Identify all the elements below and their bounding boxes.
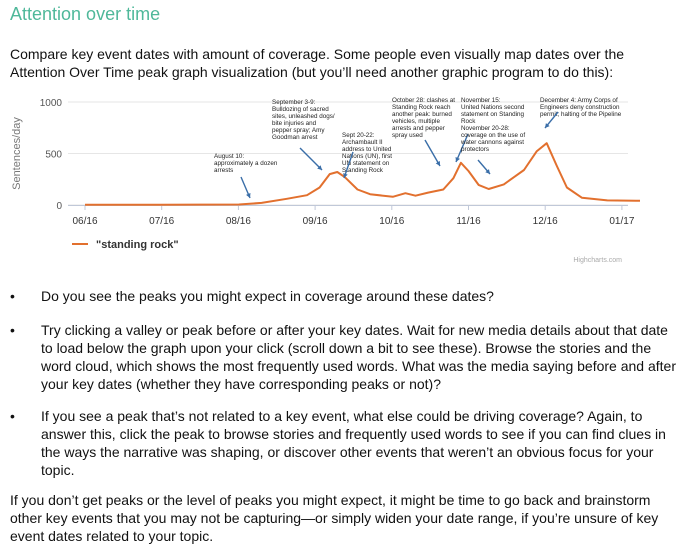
legend: "standing rock" (72, 239, 179, 251)
annotation-line: Engineers deny construction (540, 104, 620, 111)
annotation-line: Archambault II (342, 139, 383, 146)
annotation: November 15:United Nations secondstateme… (455, 97, 525, 163)
annotation-line: water cannons against (460, 139, 524, 146)
x-tick-label: 11/16 (456, 216, 481, 227)
annotation-arrowhead (545, 123, 550, 128)
annotation-line: Bulldozing of sacred (272, 106, 329, 113)
annotation-line: December 4: Army Corps of (540, 97, 618, 104)
annotation-line: October 28: clashes at (392, 97, 455, 104)
x-tick-label: 07/16 (149, 216, 174, 227)
annotation-arrowhead (485, 169, 490, 174)
bullet-text: Do you see the peaks you might expect in… (41, 288, 494, 304)
annotation-line: another peak: burned (392, 111, 452, 118)
annotation-line: Nations (UN), first (342, 153, 392, 160)
annotation: September 3-9:Bulldozing of sacredsites,… (272, 99, 335, 171)
legend-label: "standing rock" (96, 239, 179, 251)
annotation-line: arrests (214, 167, 233, 174)
annotation-line: arrests and pepper (392, 125, 445, 132)
annotation-line: pepper spray; Amy (272, 127, 325, 134)
annotation-arrowhead (343, 173, 348, 178)
chart-credit: Highcharts.com (573, 257, 622, 264)
bullet-dot: • (10, 322, 15, 338)
annotation-arrowhead (246, 193, 251, 198)
x-tick-label: 10/16 (379, 216, 404, 227)
annotation-arrow (424, 139, 441, 167)
annotation-line: protectors (461, 146, 489, 153)
page-heading: Attention over time (10, 4, 161, 24)
annotation-line: Sept 20-22: (342, 132, 375, 139)
annotation-arrow (455, 133, 469, 163)
annotation-arrowhead (317, 165, 322, 170)
annotation-line: sites, unleashed dogs/ (272, 113, 335, 120)
annotation-line: Goodman arrest (272, 134, 318, 141)
annotation-line: bite injuries and (272, 120, 317, 127)
bullet-dot: • (10, 408, 15, 424)
bullet-text: If you see a peak that’s not related to … (41, 408, 666, 478)
outro-paragraph: If you don’t get peaks or the level of p… (10, 492, 659, 544)
annotation-line: United Nations second (461, 104, 525, 111)
chart-svg[interactable]: 0 500 1000 Sentences/day 06/16 07/16 08/16 09/1… (0, 90, 640, 265)
annotation-line: Standing Rock (342, 167, 384, 174)
bullet-text: Try clicking a valley or peak before or … (41, 322, 676, 392)
annotation-arrow (299, 147, 323, 171)
annotation-line: spray used (392, 132, 423, 139)
annotation-line: address to United (342, 146, 392, 153)
x-tick-label: 08/16 (226, 216, 251, 227)
y-axis-label: Sentences/day (11, 117, 23, 190)
annotation-arrow (343, 151, 354, 179)
annotation-line: September 3-9: (272, 99, 316, 106)
annotation-line: vehicles, multiple (392, 118, 440, 125)
y-tick-label: 1000 (40, 98, 63, 109)
annotation-line: November 15: (461, 97, 501, 104)
annotation-line: coverage on the use of (461, 132, 525, 139)
y-tick-label: 500 (45, 150, 62, 161)
x-tick-label: 06/16 (72, 216, 97, 227)
annotation-line: Standing Rock reach (392, 104, 451, 111)
x-tick-label: 12/16 (533, 216, 558, 227)
bullet-dot: • (10, 288, 15, 304)
series-line (85, 142, 640, 206)
annotation-line: statement on Standing (461, 111, 525, 118)
annotation-line: approximately a dozen (214, 160, 278, 167)
x-tick-label: 01/17 (609, 216, 634, 227)
attention-over-time-chart[interactable]: 0 500 1000 Sentences/day 06/16 07/16 08/16 09/1… (0, 90, 640, 265)
annotation-line: UN statement on (342, 160, 390, 167)
annotation-line: permit; halting of the Pipeline (540, 111, 622, 118)
annotation-line: August 10: (214, 153, 244, 160)
x-tick-label: 09/16 (303, 216, 328, 227)
y-tick-label: 0 (56, 201, 62, 212)
annotation: November 20-28:coverage on the use ofwat… (460, 125, 525, 175)
annotation-line: November 20-28: (461, 125, 510, 132)
annotation-line: Rock (461, 118, 476, 125)
intro-paragraph: Compare key event dates with amount of c… (10, 46, 625, 80)
annotation-arrowhead (435, 161, 440, 166)
annotation-arrowhead (455, 157, 460, 162)
